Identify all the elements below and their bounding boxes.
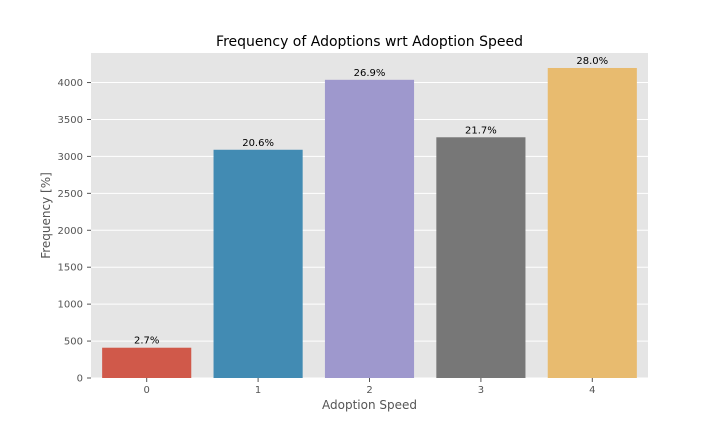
bar-0: [102, 347, 192, 378]
bars: [102, 67, 637, 378]
x-tick-label: 4: [589, 385, 595, 396]
bar-data-label: 2.7%: [134, 336, 159, 347]
bar-data-label: 20.6%: [242, 138, 274, 149]
x-tick-label: 3: [478, 385, 484, 396]
bar-2: [324, 79, 415, 378]
bar-4: [547, 67, 637, 378]
y-tick-label: 3000: [58, 152, 83, 163]
x-tick-label: 2: [366, 385, 372, 396]
bar-3: [436, 137, 526, 378]
y-tick-label: 0: [77, 374, 83, 385]
y-tick-label: 1000: [58, 300, 83, 311]
x-tick-label: 0: [144, 385, 150, 396]
bar-data-label: 21.7%: [465, 125, 497, 136]
bar-data-label: 28.0%: [576, 56, 608, 67]
x-axis-label: Adoption Speed: [322, 398, 417, 412]
bar-data-label: 26.9%: [354, 68, 386, 79]
y-tick-label: 1500: [58, 263, 83, 274]
y-tick-label: 4000: [58, 78, 83, 89]
x-tick-label: 1: [255, 385, 261, 396]
chart-title: Frequency of Adoptions wrt Adoption Spee…: [216, 34, 523, 50]
y-tick-label: 2000: [58, 226, 83, 237]
y-tick-label: 2500: [58, 189, 83, 200]
bar-data-labels: 2.7% 20.6% 26.9% 21.7% 28.0%: [134, 56, 608, 347]
y-axis-label: Frequency [%]: [39, 172, 53, 259]
bar-1: [213, 149, 303, 378]
x-axis-ticks: 0 1 2 3 4: [144, 378, 595, 396]
y-tick-label: 500: [64, 337, 83, 348]
y-axis-ticks: 0 500 1000 1500 2000 2500 3000 3500 4000: [58, 78, 91, 385]
y-tick-label: 3500: [58, 115, 83, 126]
